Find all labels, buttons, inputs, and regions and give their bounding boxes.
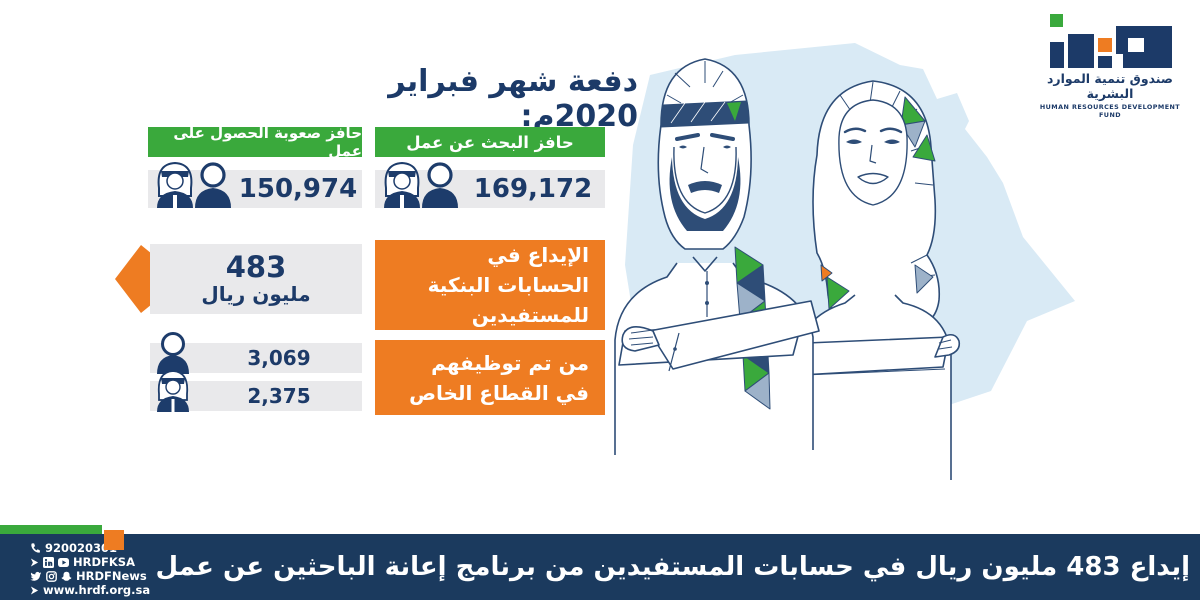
website-url: www.hrdf.org.sa [43,583,151,597]
twitter-icon [30,571,41,581]
man-woman-icon [157,161,231,208]
arrow-icon [30,585,39,595]
employed-females-bar: 3,069 [150,332,362,374]
logo-english-name: HUMAN RESOURCES DEVELOPMENT FUND [1039,103,1181,119]
footer-green-strip [0,525,102,534]
employed-males-value: 2,375 [247,384,311,408]
hard-to-employ-beneficiaries-bar: 150,974 [148,161,362,208]
employed-females-value: 3,069 [247,346,311,370]
snapchat-icon [61,571,72,581]
deposit-amount-unit: مليون ريال [201,281,311,306]
hrdf-logo-mark [1050,14,1172,68]
social-row-main: HRDFKSA [30,555,150,569]
phone-row: 920020301 [30,541,150,555]
hard-to-employ-beneficiaries-value: 150,974 [238,174,358,204]
job-search-beneficiaries-value: 169,172 [473,174,593,204]
instagram-icon [46,570,57,582]
logo-arabic-name: صندوق تنمية الموارد البشرية [1046,71,1173,101]
arrow-icon [30,557,39,567]
deposit-label: الإيداع في الحسابات البنكية للمستفيدين [427,243,589,327]
male-figure [614,58,820,525]
employed-label-box: من تم توظيفهم في القطاع الخاص [375,340,605,415]
website-row: www.hrdf.org.sa [30,583,150,597]
man-icon [157,370,189,412]
employed-label: من تم توظيفهم في القطاع الخاص [409,350,589,405]
phone-icon [31,543,41,553]
linkedin-icon [43,556,54,568]
deposit-label-box: الإيداع في الحسابات البنكية للمستفيدين [375,240,605,330]
social-handle-news: HRDFNews [76,569,147,583]
header-hard-to-employ-incentive: حافز صعوبة الحصول على عمل [148,124,362,160]
contact-block: 920020301 HRDFKSA [30,541,150,597]
illustration [614,43,1075,525]
social-handle-main: HRDFKSA [73,555,135,569]
header-job-search-incentive: حافز البحث عن عمل [375,127,605,157]
female-figure [794,80,961,525]
footer-headline: إيداع 483 مليون ريال في حسابات المستفيدي… [155,552,1191,582]
deposit-amount-value: 483 [225,250,287,285]
youtube-icon [58,557,69,567]
footer-orange-square [104,530,124,550]
woman-icon [157,332,189,374]
phone-number: 920020301 [45,541,118,555]
hrdf-logo: صندوق تنمية الموارد البشرية HUMAN RESOUR… [1028,12,1192,119]
job-search-beneficiaries-bar: 169,172 [375,161,605,208]
man-woman-icon [384,161,458,208]
footer-bar: إيداع 483 مليون ريال في حسابات المستفيدي… [0,534,1200,600]
deposit-amount-bar: 483 مليون ريال [150,244,362,314]
employed-males-bar: 2,375 [150,370,362,412]
social-row-news: HRDFNews [30,569,150,583]
